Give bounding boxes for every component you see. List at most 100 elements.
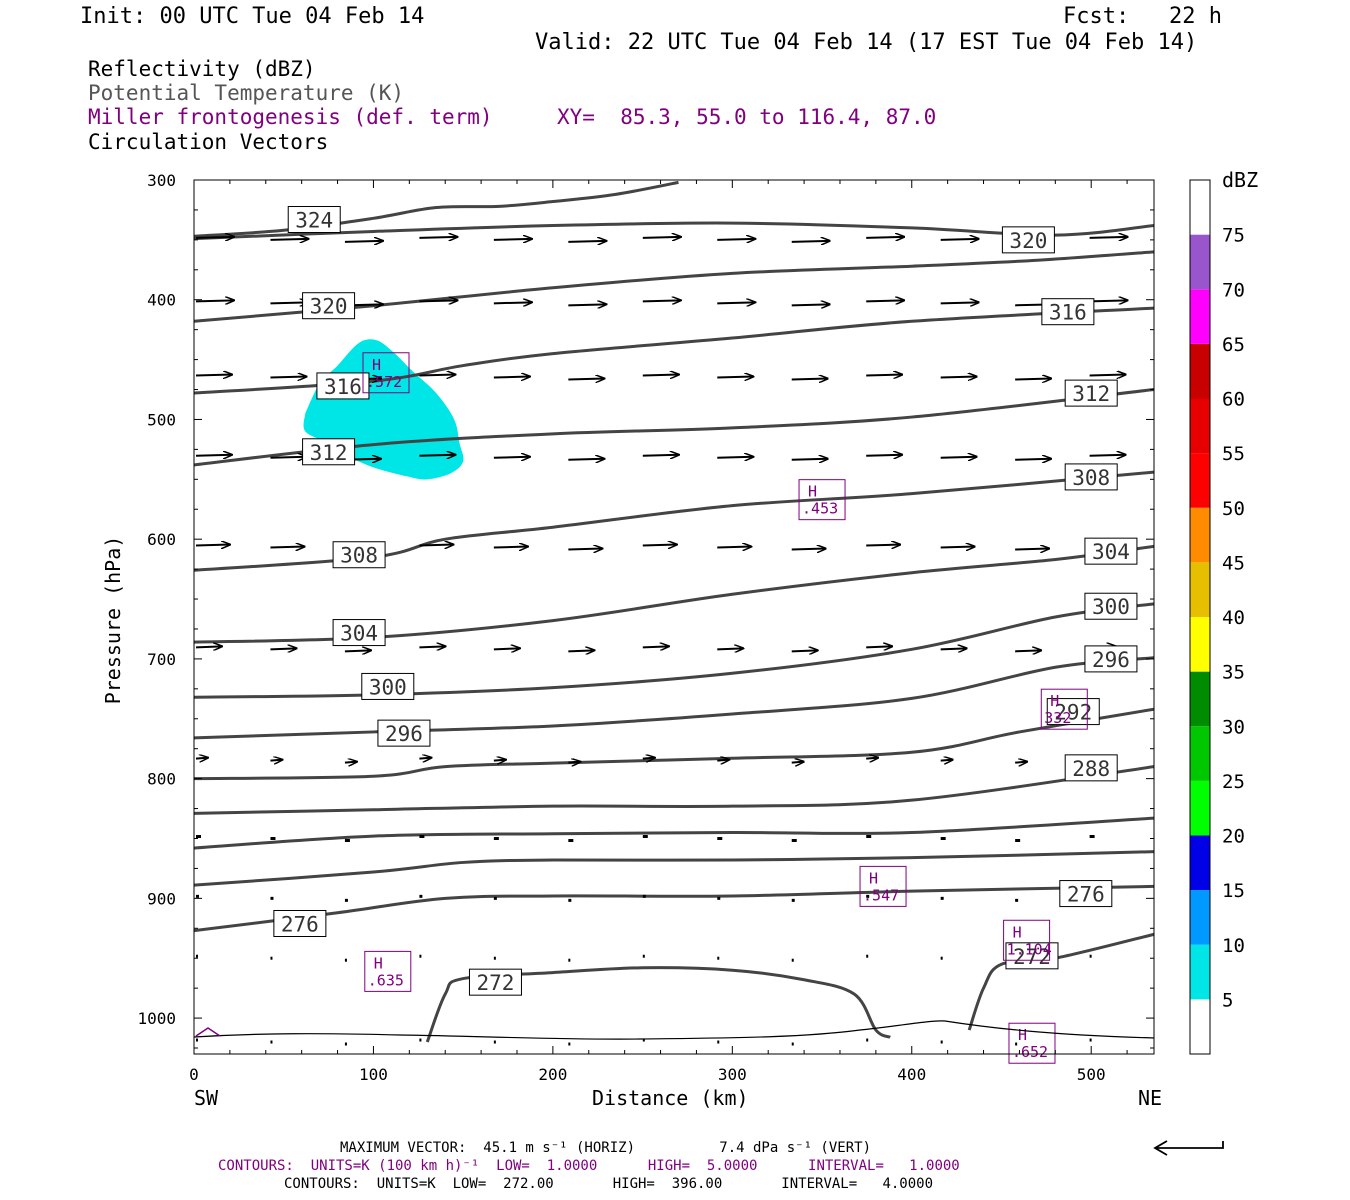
circulation-vector (270, 760, 282, 761)
colorbar-label: 20 (1222, 826, 1245, 848)
circulation-vector (642, 646, 669, 647)
contour-label: 312 (310, 441, 348, 465)
colorbar-cell (1190, 890, 1210, 945)
circulation-vector (419, 455, 455, 456)
circulation-vector (195, 237, 234, 238)
y-tick-label: 1000 (137, 1009, 176, 1028)
circulation-vector (642, 455, 679, 456)
x-right-end-label: NE (1138, 1086, 1163, 1110)
y-tick-label: 600 (147, 530, 176, 549)
circulation-vector (940, 302, 979, 303)
frontogenesis-high-label: H (1050, 692, 1059, 710)
theta-contour-288 (194, 707, 1154, 781)
circulation-vector (344, 650, 371, 651)
circulation-vector (493, 302, 532, 303)
colorbar-cell (1190, 507, 1210, 563)
circulation-vector (866, 375, 902, 376)
circulation-vector (419, 300, 457, 301)
contour-label: 272 (476, 971, 514, 995)
colorbar-cell (1190, 289, 1210, 344)
frontogenesis-high-box (1008, 1022, 1056, 1064)
colorbar-cell (1190, 780, 1210, 836)
colorbar-label: 65 (1222, 334, 1245, 356)
contour-label-box (1084, 592, 1138, 620)
contour-label: 304 (340, 622, 378, 646)
colorbar-label: 45 (1222, 552, 1245, 574)
circulation-vector (717, 457, 753, 458)
contour-label-box (1064, 754, 1118, 782)
contour-label-box (361, 672, 415, 700)
y-tick-label: 900 (147, 889, 176, 908)
footer-theta-contours: CONTOURS: UNITS=K LOW= 272.00 HIGH= 396.… (284, 1176, 934, 1192)
circulation-vector (344, 762, 357, 763)
contour-label: 316 (1049, 301, 1087, 325)
theta-contour-264 (967, 932, 1154, 1031)
circulation-vector (419, 375, 455, 376)
x-left-end-label: SW (194, 1086, 219, 1110)
colorbar-cell (1190, 562, 1210, 617)
circulation-vector (791, 650, 818, 651)
colorbar-label: 70 (1222, 279, 1245, 301)
circulation-vector (866, 646, 892, 647)
contour-label: 312 (1072, 382, 1110, 406)
contour-label: 296 (385, 722, 423, 746)
theta-contour-316 (194, 250, 1154, 323)
circulation-vector (642, 375, 679, 376)
circulation-vector (195, 646, 222, 647)
contour-label: 288 (1072, 757, 1110, 781)
circulation-vector (493, 377, 530, 378)
theta-contour-268 (425, 966, 891, 1043)
contour-label-box (273, 909, 327, 937)
theta-contour-272 (194, 884, 1154, 933)
y-tick-label: 300 (147, 171, 176, 190)
circulation-vector (270, 547, 304, 548)
contour-label-box (1046, 698, 1100, 726)
colorbar-frame (1189, 179, 1211, 1055)
circulation-vector (1089, 455, 1126, 456)
contour-label-box (332, 541, 386, 569)
circulation-vector (791, 379, 828, 380)
colorbar-label: 15 (1222, 880, 1245, 902)
circulation-vector (940, 457, 977, 458)
circulation-vector (493, 547, 528, 548)
contour-label: 320 (1009, 229, 1047, 253)
colorbar-cell (1190, 835, 1210, 891)
frontogenesis-high-label: H (372, 356, 381, 374)
frontogenesis-high-value: 332 (1044, 709, 1071, 727)
contour-label: 300 (1092, 595, 1130, 619)
frontogenesis-high-value: .652 (1012, 1043, 1048, 1061)
y-tick-label: 800 (147, 770, 176, 789)
contour-label-box (1064, 379, 1118, 407)
circulation-vector (195, 300, 234, 301)
frontogenesis-high-value: .547 (863, 886, 899, 904)
contour-label-box (1041, 298, 1095, 326)
contour-label-box (1064, 463, 1118, 491)
circulation-vector (717, 239, 755, 240)
circulation-vector (195, 455, 232, 456)
circulation-vector (1089, 375, 1126, 376)
circulation-vector (270, 457, 306, 458)
valid-time: Valid: 22 UTC Tue 04 Feb 14 (17 EST Tue … (535, 30, 1198, 55)
colorbar-label: 50 (1222, 498, 1245, 520)
circulation-vector (866, 758, 878, 759)
field-reflectivity: Reflectivity (dBZ) (88, 57, 316, 81)
colorbar-label: 75 (1222, 225, 1245, 247)
contour-label: 304 (1092, 540, 1130, 564)
circulation-vector (344, 241, 383, 242)
terrain-line (193, 1020, 1155, 1040)
frontogenesis-high-label: H (869, 869, 878, 887)
y-tick-label: 500 (147, 410, 176, 429)
circulation-vector (195, 545, 230, 546)
contour-label: 296 (1092, 648, 1130, 672)
corner-marker (195, 1027, 221, 1037)
circulation-vector (717, 302, 755, 303)
circulation-vector (568, 762, 580, 763)
colorbar-label: 30 (1222, 716, 1245, 738)
circulation-vector (866, 300, 904, 301)
footer-frontogenesis-contours: CONTOURS: UNITS=K (100 km h)⁻¹ LOW= 1.00… (218, 1158, 960, 1174)
circulation-vector (1089, 237, 1128, 238)
field-circulation-vectors: Circulation Vectors (88, 130, 329, 154)
contour-label: 324 (295, 209, 333, 233)
contour-label: 316 (324, 375, 362, 399)
forecast-hour: Fcst: 22 h (1063, 4, 1222, 29)
